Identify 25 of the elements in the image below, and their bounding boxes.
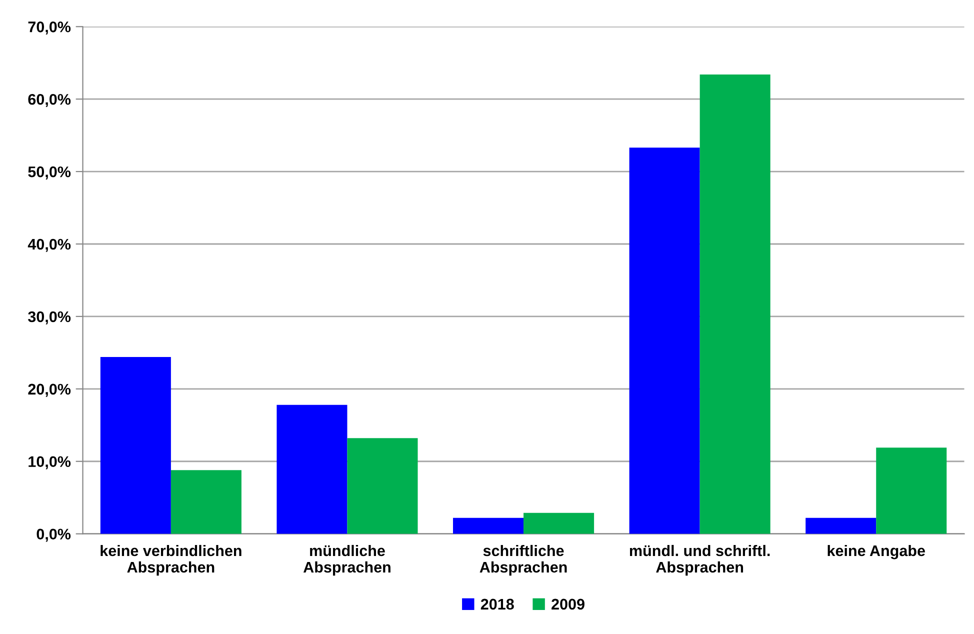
y-tick-label: 40,0%: [28, 238, 71, 252]
legend-label: 2018: [480, 598, 514, 610]
x-tick-label: keine verbindlichen Absprachen: [100, 544, 242, 576]
y-tick-label: 70,0%: [28, 21, 71, 35]
y-tick-label: 50,0%: [28, 166, 71, 180]
x-tick-label: schriftliche Absprachen: [480, 544, 567, 576]
y-tick-label: 0,0%: [36, 528, 71, 542]
x-tick-label: keine Angabe: [828, 544, 925, 560]
y-tick-label: 10,0%: [28, 456, 71, 470]
bar: [876, 448, 947, 534]
bar: [276, 404, 348, 534]
bar: [347, 438, 418, 534]
bar: [453, 518, 524, 534]
bar: [170, 470, 242, 534]
bar: [629, 148, 700, 534]
x-tick-label: mündl. und schriftl. Absprachen: [630, 544, 770, 576]
x-tick-label: mündliche Absprachen: [303, 544, 390, 576]
bar: [524, 512, 594, 534]
y-tick-label: 20,0%: [28, 384, 71, 397]
bar: [100, 357, 171, 534]
bar: [806, 518, 876, 534]
y-tick-label: 30,0%: [28, 311, 71, 324]
bar: [700, 74, 770, 534]
legend-label: 2009: [552, 598, 584, 610]
y-tick-label: 60,0%: [28, 94, 71, 107]
